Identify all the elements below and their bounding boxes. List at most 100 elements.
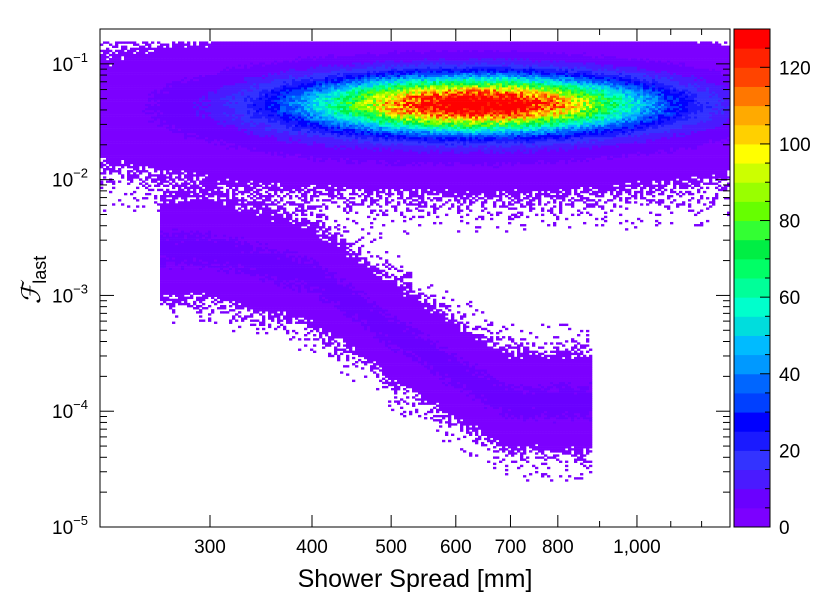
heatmap-cell	[121, 112, 124, 114]
heatmap-cell	[184, 66, 187, 68]
heatmap-cell	[175, 247, 178, 249]
heatmap-cell	[235, 237, 238, 239]
heatmap-cell	[199, 278, 202, 280]
heatmap-cell	[142, 71, 145, 73]
heatmap-cell	[154, 170, 157, 172]
heatmap-cell	[217, 135, 220, 137]
heatmap-cell	[190, 122, 193, 124]
heatmap-cell	[178, 270, 181, 272]
heatmap-cell	[115, 44, 118, 46]
heatmap-cell	[193, 259, 196, 261]
heatmap-cell	[232, 172, 235, 174]
heatmap-cell	[187, 77, 190, 79]
heatmap-cell	[226, 201, 229, 203]
heatmap-cell	[151, 133, 154, 135]
heatmap-cell	[193, 64, 196, 66]
heatmap-cell	[205, 276, 208, 278]
heatmap-cell	[235, 52, 238, 54]
heatmap-cell	[199, 218, 202, 220]
heatmap-cell	[211, 120, 214, 122]
heatmap-cell	[208, 48, 211, 50]
heatmap-cell	[184, 137, 187, 139]
heatmap-cell	[187, 116, 190, 118]
heatmap-cell	[223, 199, 226, 201]
heatmap-cell	[223, 222, 226, 224]
heatmap-cell	[106, 158, 109, 160]
heatmap-cell	[202, 237, 205, 239]
heatmap-cell	[172, 195, 175, 197]
heatmap-cell	[193, 75, 196, 77]
heatmap-cell	[160, 48, 163, 50]
heatmap-cell	[211, 106, 214, 108]
heatmap-cell	[160, 135, 163, 137]
heatmap-cell	[106, 135, 109, 137]
heatmap-cell	[196, 46, 199, 48]
heatmap-cell	[217, 143, 220, 145]
heatmap-cell	[232, 116, 235, 118]
heatmap-cell	[145, 178, 148, 180]
heatmap-cell	[196, 212, 199, 214]
heatmap-cell	[193, 286, 196, 288]
heatmap-cell	[145, 176, 148, 178]
heatmap-cell	[175, 168, 178, 170]
heatmap-cell	[157, 127, 160, 129]
heatmap-cell	[193, 205, 196, 207]
heatmap-cell	[130, 48, 133, 50]
heatmap-cell	[193, 257, 196, 259]
heatmap-cell	[115, 41, 118, 43]
heatmap-cell	[163, 276, 166, 278]
heatmap-cell	[178, 91, 181, 93]
heatmap-cell	[244, 266, 247, 268]
heatmap-cell	[109, 124, 112, 126]
heatmap-cell	[250, 270, 253, 272]
heatmap-cell	[181, 261, 184, 263]
heatmap-cell	[184, 288, 187, 290]
heatmap-cell	[205, 203, 208, 205]
heatmap-cell	[112, 124, 115, 126]
heatmap-cell	[244, 218, 247, 220]
heatmap-cell	[199, 145, 202, 147]
heatmap-cell	[235, 122, 238, 124]
heatmap-cell	[136, 85, 139, 87]
heatmap-cell	[244, 241, 247, 243]
heatmap-cell	[217, 122, 220, 124]
heatmap-cell	[214, 290, 217, 292]
heatmap-cell	[208, 135, 211, 137]
heatmap-cell	[190, 218, 193, 220]
heatmap-cell	[175, 85, 178, 87]
heatmap-cell	[190, 124, 193, 126]
heatmap-cell	[205, 183, 208, 185]
heatmap-cell	[115, 120, 118, 122]
heatmap-cell	[196, 154, 199, 156]
heatmap-cell	[229, 270, 232, 272]
heatmap-cell	[181, 48, 184, 50]
heatmap-cell	[235, 97, 238, 99]
heatmap-cell	[190, 110, 193, 112]
heatmap-cell	[232, 154, 235, 156]
heatmap-cell	[220, 214, 223, 216]
heatmap-cell	[199, 54, 202, 56]
heatmap-cell	[127, 154, 130, 156]
heatmap-cell	[220, 97, 223, 99]
heatmap-cell	[175, 197, 178, 199]
heatmap-cell	[226, 58, 229, 60]
heatmap-cell	[115, 60, 118, 62]
heatmap-cell	[229, 203, 232, 205]
heatmap-cell	[220, 251, 223, 253]
heatmap-cell	[190, 135, 193, 137]
heatmap-cell	[181, 106, 184, 108]
heatmap-cell	[247, 89, 250, 91]
heatmap-cell	[226, 120, 229, 122]
heatmap-cell	[163, 120, 166, 122]
heatmap-cell	[166, 253, 169, 255]
heatmap-cell	[208, 100, 211, 102]
heatmap-cell	[247, 255, 250, 257]
heatmap-cell	[247, 307, 250, 309]
heatmap-cell	[208, 284, 211, 286]
heatmap-cell	[190, 64, 193, 66]
heatmap-cell	[235, 145, 238, 147]
heatmap-cell	[226, 133, 229, 135]
heatmap-cell	[211, 149, 214, 151]
heatmap-cell	[202, 290, 205, 292]
heatmap-cell	[244, 295, 247, 297]
